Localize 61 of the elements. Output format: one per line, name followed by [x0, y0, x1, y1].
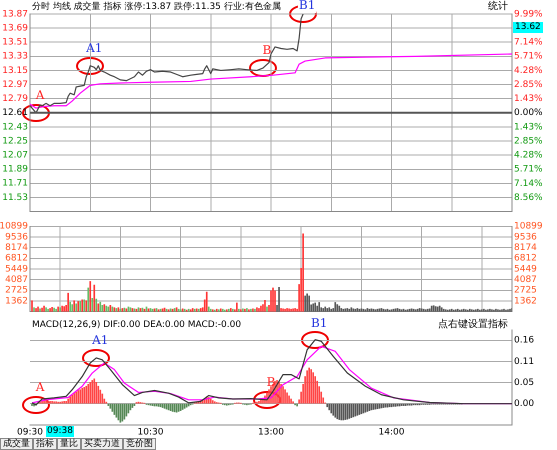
y-tick-label: 12.43	[2, 122, 28, 132]
annotation: A	[34, 88, 45, 102]
y-tick-label: 0.05	[514, 378, 534, 388]
y-tick-label: 8174	[5, 243, 28, 254]
y2-tick-label: 9.99%	[514, 9, 544, 20]
annotation: B	[266, 374, 276, 389]
text: 09:38	[46, 426, 74, 437]
y-tick-label: 12.07	[2, 150, 28, 160]
y-tick-label: 10899	[0, 222, 28, 232]
y-tick-label: 0.11	[514, 356, 534, 367]
y-tick-label: 13.15	[2, 66, 28, 76]
y-tick-label: 12.79	[2, 94, 28, 104]
annotation: A1	[85, 40, 102, 55]
text: 买卖力道	[81, 438, 123, 450]
x-tick-label: 14:00	[378, 428, 405, 438]
text: 统计	[488, 1, 508, 13]
text: 指标	[33, 438, 57, 450]
chart-title: MACD(12,26,9) DIF:0.00 DEA:0.00 MACD:-0.00	[32, 319, 242, 331]
y-tick-label: 11.71	[2, 178, 28, 189]
annotation: A	[34, 380, 45, 394]
x-tick-label: 10:30	[138, 428, 164, 438]
y-tick-label: 6812	[5, 254, 28, 264]
y-tick-label: 12.97	[2, 80, 28, 90]
y-tick-label: 0.16	[514, 336, 534, 346]
y2-tick-label: 2.85%	[514, 136, 544, 146]
y2-tick-label: 0.00%	[514, 108, 544, 118]
y2-tick-label: 1.43%	[514, 94, 544, 104]
y-tick-label: 0.00	[514, 399, 534, 410]
y-tick-label: 5449	[5, 264, 28, 274]
text: 13.62	[513, 22, 543, 34]
y-tick-label: 13.87	[2, 9, 28, 20]
y-tick-label: 12.25	[2, 136, 28, 146]
y-tick-label: 4087	[5, 274, 28, 285]
y-tick-label: 11.53	[2, 192, 28, 203]
text: 成交量	[0, 438, 33, 450]
chart-title: 分时 均线 成交量 指标 涨停:13.87 跌停:11.35 行业:有色金属	[32, 1, 281, 13]
y-tick-label: 2725	[5, 286, 28, 296]
y2-tick-label: 8.56%	[514, 192, 544, 203]
y2-tick-label: 7.14%	[514, 178, 544, 189]
y2-tick-label: 7.14%	[514, 38, 544, 48]
y-tick-label: 13.51	[2, 38, 28, 48]
text: 点右键设置指标	[438, 319, 508, 331]
y2-tick-label: 5.71%	[514, 52, 544, 62]
y-tick-label: 1362	[5, 296, 28, 306]
x-tick-label: 09:30	[17, 428, 44, 438]
text: 竞价图	[123, 438, 156, 450]
y2-tick-label: 4.28%	[514, 66, 544, 76]
annotation: B	[262, 43, 272, 58]
text: 量比	[57, 438, 81, 450]
y-tick-label: 9536	[5, 232, 28, 242]
y-tick-label: 11.89	[2, 164, 28, 175]
y2-tick-label: 4.28%	[514, 150, 544, 160]
y-tick-label: 13.69	[2, 23, 28, 34]
y2-tick-label: 2.85%	[514, 80, 544, 90]
annotation: B1	[310, 316, 328, 330]
annotation: A1	[91, 333, 108, 348]
annotation: B1	[298, 0, 316, 12]
x-tick-label: 13:00	[258, 428, 284, 438]
y2-tick-label: 5.71%	[514, 164, 544, 175]
y-tick-label: 13.33	[2, 52, 28, 62]
y2-tick-label: 1.43%	[514, 122, 544, 132]
